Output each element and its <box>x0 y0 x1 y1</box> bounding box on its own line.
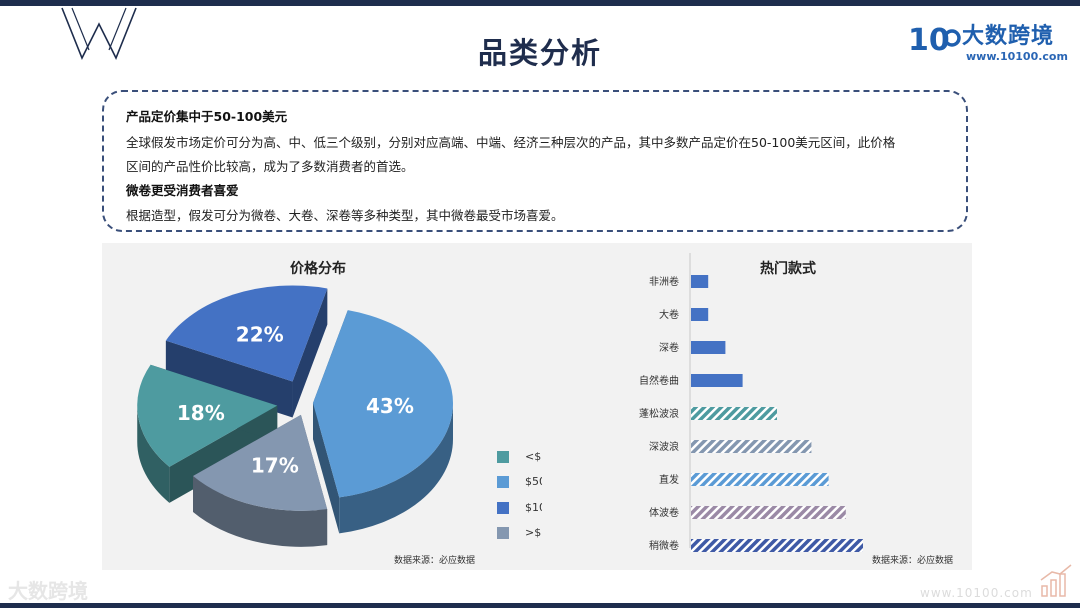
brand-mark-text: 10 <box>908 23 950 58</box>
bar-category-label-2: 深卷 <box>659 341 679 354</box>
pie-chart-title: 价格分布 <box>290 261 346 277</box>
w-logo-icon <box>61 7 137 60</box>
growth-chart-icon <box>1040 564 1072 597</box>
pie-slice-50-100: 43% <box>312 310 453 534</box>
price-distribution-panel: 价格分布 22%43%18%17% <$50 $50-$100 $100-$20… <box>102 243 585 570</box>
legend-swatch-100-200 <box>497 502 509 514</box>
bar-chart-title: 热门款式 <box>760 261 816 277</box>
legend-swatch-50-100 <box>497 476 509 488</box>
brand-url: www.10100.com <box>966 50 1068 63</box>
popular-styles-panel: 热门款式 非洲卷大卷深卷自然卷曲蓬松波浪深波浪直发体波卷稍微卷 数据来源：必应数… <box>542 243 972 570</box>
brand-name: 大数跨境 <box>962 24 1055 49</box>
bar-category-label-3: 自然卷曲 <box>639 374 679 387</box>
pie-slice-100-200: 22% <box>165 285 328 418</box>
pie-label-under-50: 18% <box>177 401 225 425</box>
bottom-bar <box>0 603 1080 608</box>
bar-0 <box>691 275 709 288</box>
brand-logo[interactable]: 10 大数跨境 www.10100.com <box>904 16 1074 68</box>
bar-7 <box>691 506 846 519</box>
top-bar <box>0 0 1080 6</box>
bar-6 <box>691 473 829 486</box>
summary-box: 产品定价集中于50-100美元 全球假发市场定价可分为高、中、低三个级别，分别对… <box>102 90 968 232</box>
watermark-url: www.10100.com <box>920 586 1033 600</box>
watermark-brand: 大数跨境 <box>8 579 88 603</box>
pie-label-50-100: 43% <box>366 394 414 418</box>
pie-label-over-200: 17% <box>251 454 299 478</box>
bar-4 <box>691 407 777 420</box>
pie-label-100-200: 22% <box>236 323 284 347</box>
legend-swatch-over-200 <box>497 527 509 539</box>
summary-heading-pricing: 产品定价集中于50-100美元 <box>126 109 288 124</box>
price-distribution-pie-chart: 22% 43% 18% 17% <box>137 285 453 547</box>
bar-source-note: 数据来源：必应数据 <box>872 556 954 566</box>
summary-text-style: 根据造型，假发可分为微卷、大卷、深卷等多种类型，其中微卷最受市场喜爱。 <box>126 208 564 223</box>
bar-category-label-1: 大卷 <box>659 308 679 321</box>
page-title: 品类分析 <box>477 36 602 70</box>
bar-5 <box>691 440 812 453</box>
pie-source-note: 数据来源：必应数据 <box>394 556 476 566</box>
bar-category-label-6: 直发 <box>659 473 679 486</box>
brand-mark-icon: 10 <box>908 23 961 58</box>
bar-category-label-0: 非洲卷 <box>649 275 679 288</box>
bar-1 <box>691 308 709 321</box>
bar-3 <box>691 374 743 387</box>
summary-text-pricing-2: 区间的产品性价比较高，成为了多数消费者的首选。 <box>126 159 414 174</box>
summary-heading-style: 微卷更受消费者喜爱 <box>126 183 239 198</box>
bar-2 <box>691 341 726 354</box>
bar-category-label-5: 深波浪 <box>649 440 679 453</box>
bar-8 <box>691 539 863 552</box>
legend-swatch-under-50 <box>497 451 509 463</box>
pie-slice-over-200: 17% <box>193 414 328 547</box>
bar-category-label-7: 体波卷 <box>649 506 679 519</box>
bar-category-label-8: 稍微卷 <box>649 539 679 552</box>
bar-category-label-4: 蓬松波浪 <box>639 407 679 420</box>
summary-text-pricing-1: 全球假发市场定价可分为高、中、低三个级别，分别对应高端、中端、经济三种层次的产品… <box>126 135 896 150</box>
